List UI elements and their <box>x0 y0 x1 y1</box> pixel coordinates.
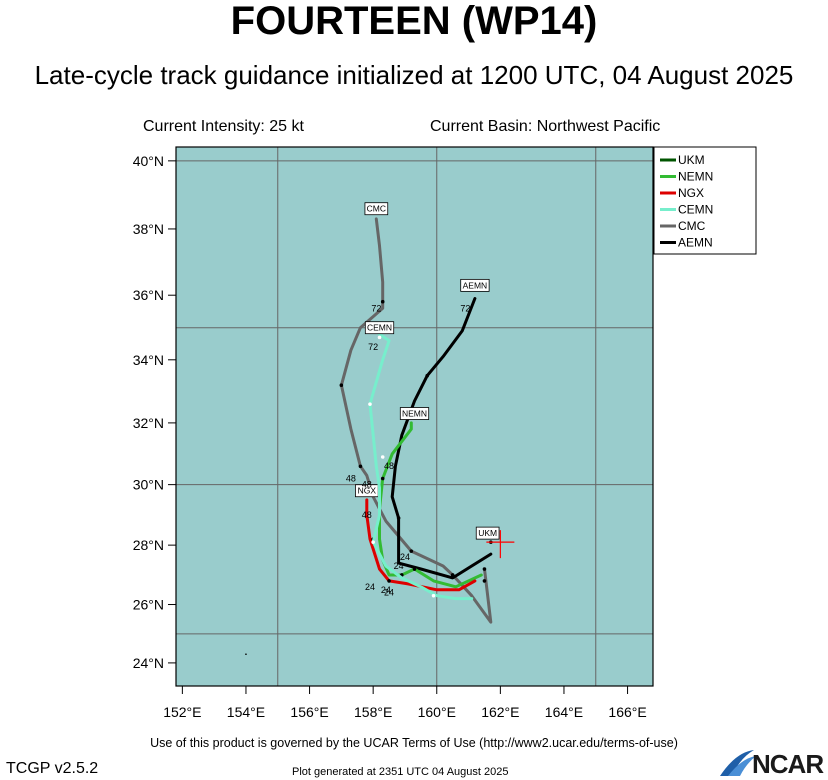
lon-tick-label: 154°E <box>227 704 265 720</box>
track-tag-box <box>399 407 430 420</box>
forecast-hour-label: 24 <box>394 561 404 571</box>
track-marker-aemn <box>425 373 430 378</box>
current-basin: Current Basin: Northwest Pacific <box>430 118 661 135</box>
lat-tick-label: 34°N <box>133 352 164 368</box>
track-marker-cmc <box>409 549 414 553</box>
track-marker-cemn <box>377 335 382 340</box>
track-line-aemn <box>390 297 493 580</box>
forecast-hour-label: 48 <box>362 480 372 490</box>
legend-entry-aemn: AEMN <box>678 236 713 250</box>
lat-tick-label: 28°N <box>133 537 164 553</box>
lon-tick-label: 158°E <box>354 704 392 720</box>
track-tag-nemn: NEMN <box>402 409 427 419</box>
track-marker-nemn <box>380 476 385 481</box>
track-line-cemn <box>368 332 474 601</box>
track-marker-cemn <box>380 455 385 459</box>
terms-of-use: Use of this product is governed by the U… <box>150 736 678 750</box>
track-tag-aemn: AEMN <box>463 280 488 290</box>
track-tag-box <box>364 321 395 335</box>
track-marker-aemn <box>482 579 487 583</box>
forecast-hour-label: 24 <box>384 588 394 598</box>
legend-box <box>653 146 757 255</box>
ncar-logo <box>720 750 756 776</box>
lon-tick-label: 166°E <box>608 704 646 720</box>
forecast-hour-label: 24 <box>381 585 391 595</box>
track-marker-cemn <box>368 402 372 406</box>
legend-entry-ukm: UKM <box>678 153 705 167</box>
legend-entry-nemn: NEMN <box>678 170 713 184</box>
lat-tick-label: 32°N <box>133 415 164 431</box>
lon-tick-label: 162°E <box>481 704 519 720</box>
lon-tick-label: 156°E <box>290 704 328 720</box>
lat-tick-label: 30°N <box>133 477 164 493</box>
track-marker-cmc <box>380 299 385 304</box>
current-intensity: Current Intensity: 25 kt <box>143 118 304 135</box>
track-tag-cmc: CMC <box>367 204 386 214</box>
track-tag-box <box>475 526 500 540</box>
track-marker-cmc <box>482 567 487 571</box>
forecast-hour-label: 24 <box>365 582 375 592</box>
forecast-hour-label: 72 <box>371 303 381 313</box>
track-marker-cmc <box>358 464 363 469</box>
track-marker-cmc <box>339 383 344 388</box>
legend-entry-cemn: CEMN <box>678 203 713 217</box>
lon-tick-label: 164°E <box>545 704 583 720</box>
track-tag-ngx: NGX <box>358 486 377 496</box>
forecast-hour-label: 72 <box>460 303 470 313</box>
version-label: TCGP v2.5.2 <box>6 760 99 777</box>
track-tag-cemn: CEMN <box>367 323 392 333</box>
track-marker-aemn <box>396 516 401 520</box>
track-tag-box <box>364 202 389 216</box>
map-layer: 152°E 154°E 156°E 158°E 160°E 162°E 164°E 166°E… <box>133 146 757 720</box>
lon-tick-label: 152°E <box>163 704 201 720</box>
lat-tick-label: 38°N <box>133 221 164 237</box>
forecast-hour-label: 48 <box>362 510 372 520</box>
track-marker-cemn <box>431 593 436 598</box>
lat-tick-label: 24°N <box>133 655 164 671</box>
ncar-logo-text: NCAR <box>752 749 824 779</box>
lat-tick-label: 40°N <box>133 153 164 169</box>
track-tag-box <box>460 278 490 292</box>
plot-subtitle: Late-cycle track guidance initialized at… <box>34 60 794 90</box>
track-marker-cemn <box>371 540 375 544</box>
legend-entry-ngx: NGX <box>678 186 704 200</box>
lat-tick-label: 36°N <box>133 287 164 303</box>
forecast-hour-label: 48 <box>384 461 394 471</box>
track-marker-nemn <box>412 567 417 571</box>
track-line-cmc <box>339 217 493 624</box>
generated-timestamp: Plot generated at 2351 UTC 04 August 202… <box>292 766 509 778</box>
plot-frame <box>175 146 654 687</box>
forecast-hour-label: 48 <box>346 474 356 484</box>
forecast-hour-label: 72 <box>368 342 378 352</box>
lat-tick-label: 26°N <box>133 597 164 613</box>
track-tag-ukm: UKM <box>478 528 497 538</box>
lon-tick-label: 160°E <box>418 704 456 720</box>
legend-entry-cmc: CMC <box>678 219 706 233</box>
forecast-hour-label: 24 <box>400 552 410 562</box>
track-marker-ngx <box>387 579 391 583</box>
plot-title: FOURTEEN (WP14) <box>230 0 598 43</box>
island-dot <box>245 653 247 656</box>
